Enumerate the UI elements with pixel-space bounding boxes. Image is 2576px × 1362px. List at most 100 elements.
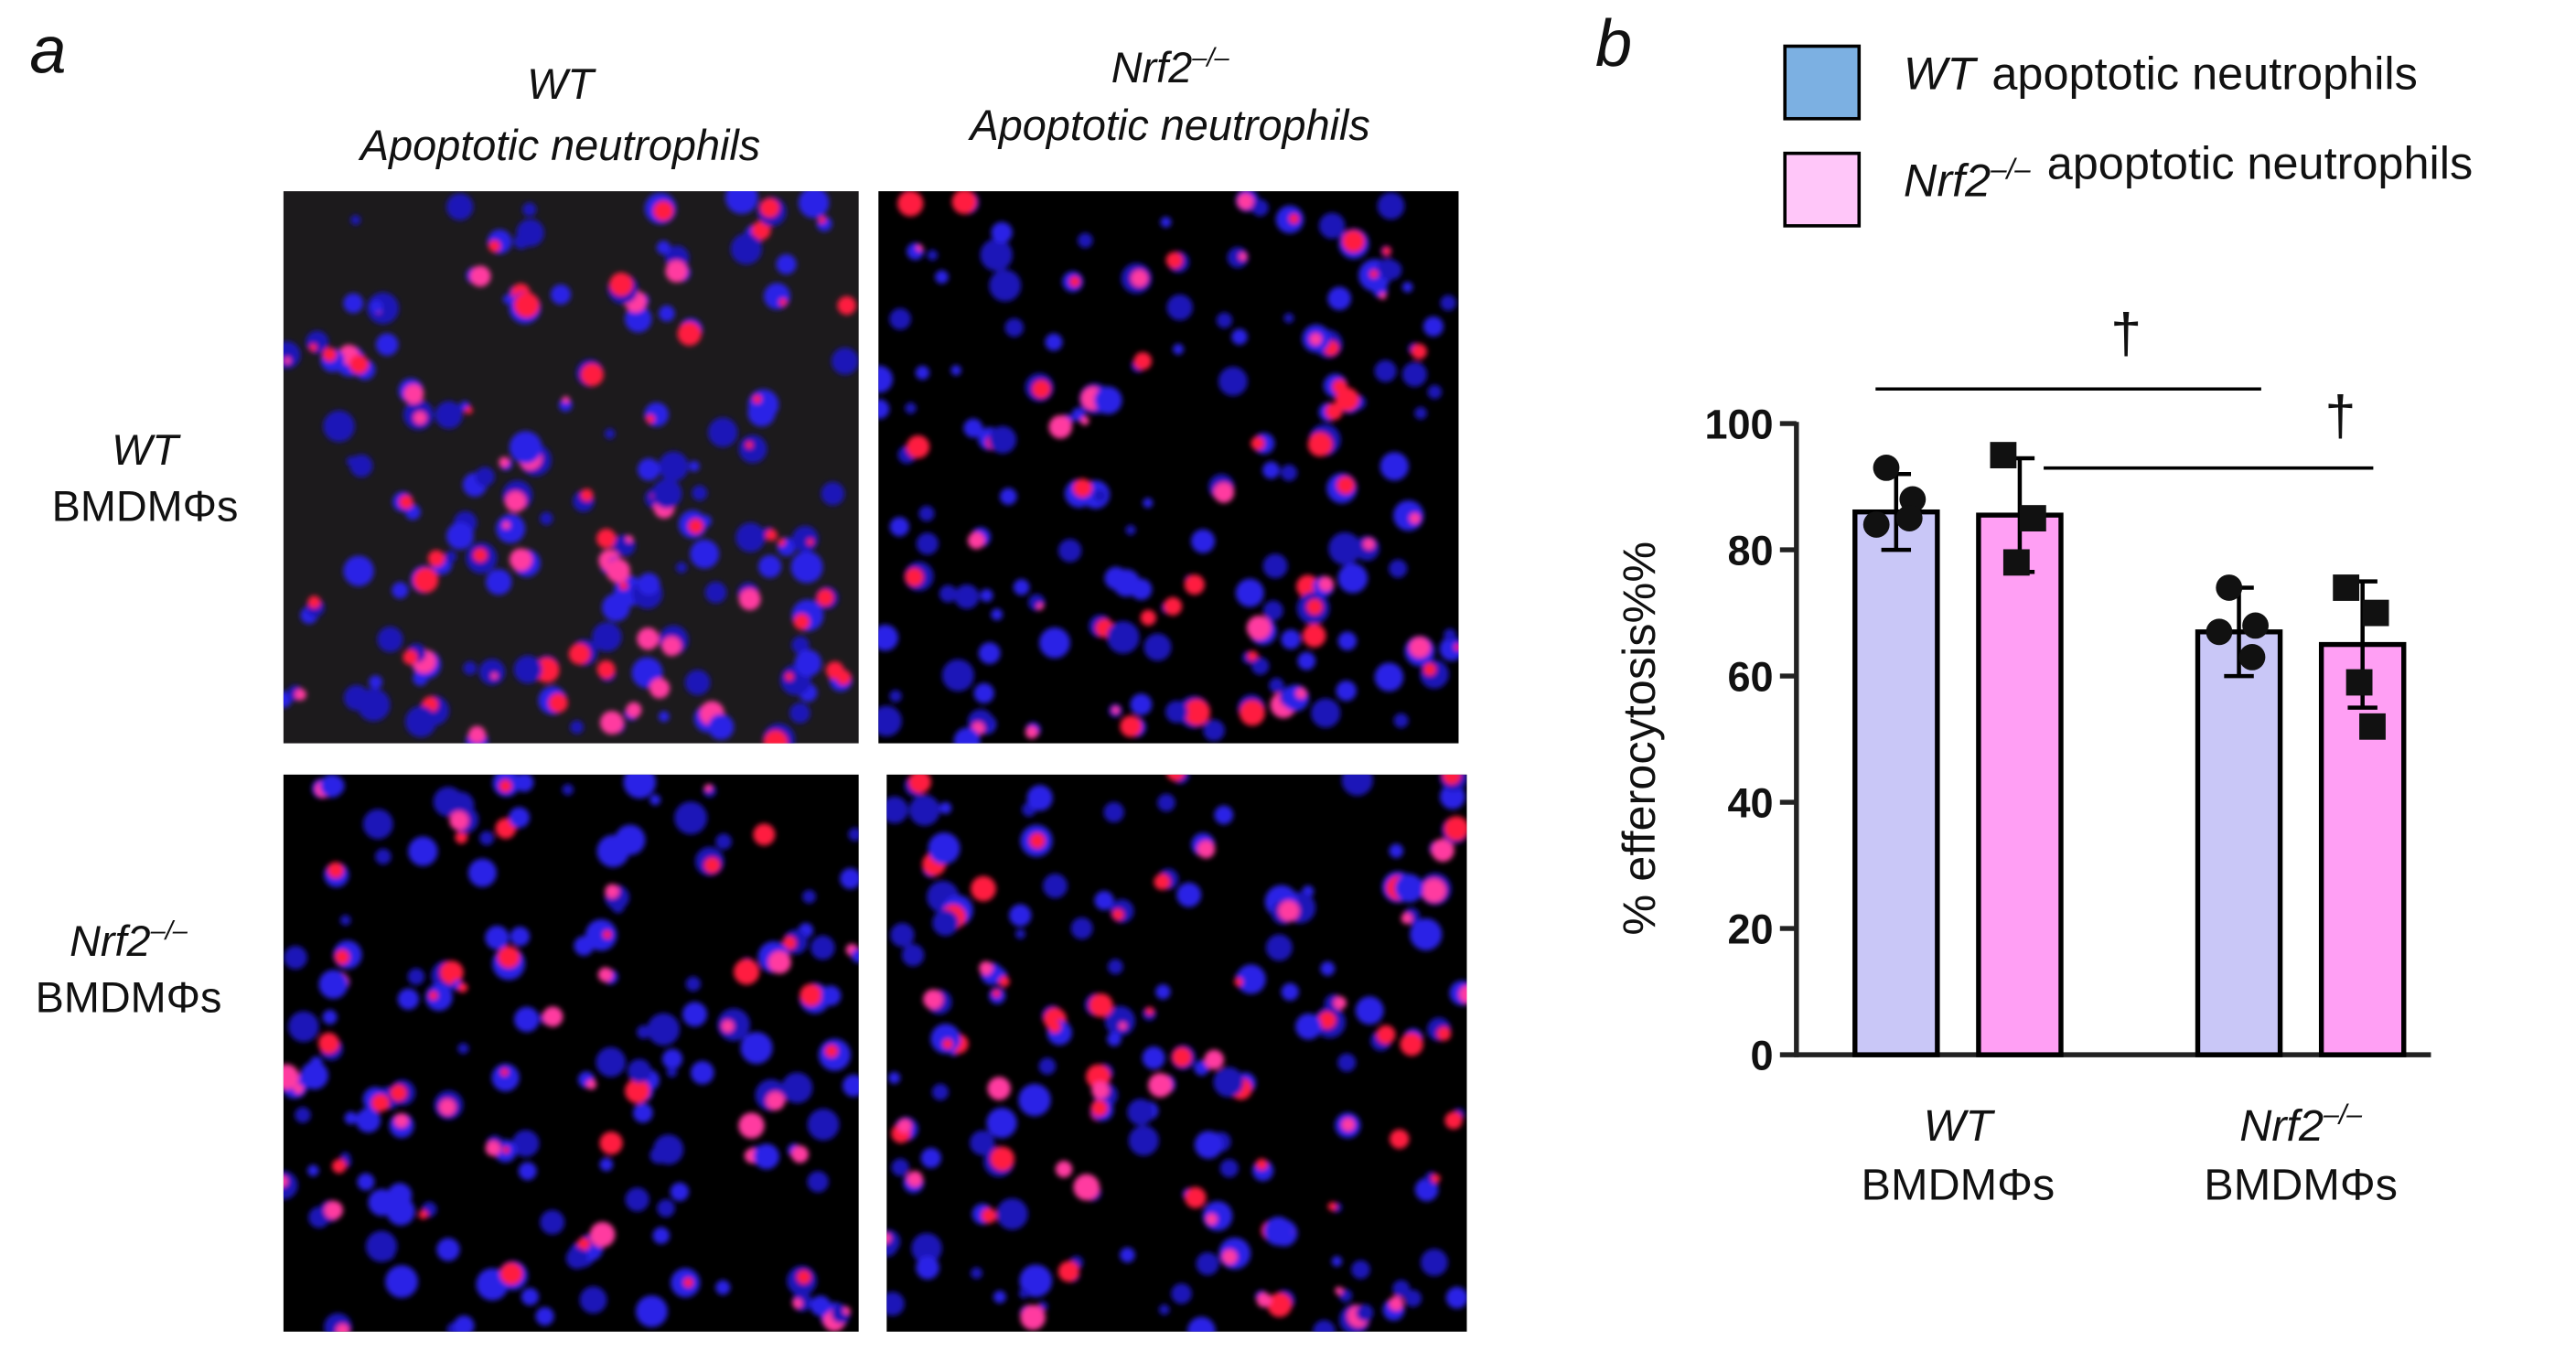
apoptotic-cell (1318, 1011, 1336, 1029)
data-point (1862, 511, 1890, 538)
data-point (2002, 549, 2030, 576)
apoptotic-cell (1336, 476, 1356, 495)
micrograph-cells (886, 774, 1467, 1332)
nucleus (1018, 1083, 1051, 1117)
nucleus (1235, 578, 1264, 607)
apoptotic-cell (581, 363, 604, 387)
nucleus (649, 794, 661, 806)
nucleus (1070, 917, 1093, 939)
apoptotic-cell (1436, 1026, 1452, 1041)
nucleus (738, 434, 767, 464)
nucleus (930, 1024, 961, 1054)
apoptotic-cell (990, 1146, 1014, 1171)
nucleus (661, 1048, 683, 1069)
nucleus (322, 1010, 338, 1025)
nucleus (690, 539, 720, 569)
nucleus (888, 1071, 901, 1084)
nucleus (916, 1256, 939, 1280)
nucleus (602, 593, 630, 622)
nucleus (708, 417, 738, 447)
nucleus (318, 970, 349, 999)
nucleus (446, 522, 474, 550)
nucleus (821, 481, 845, 506)
nucleus (1355, 996, 1384, 1025)
apoptotic-cell (704, 784, 713, 792)
x-tick-label: BMDMΦs (1862, 1161, 2055, 1210)
nucleus (284, 946, 307, 970)
nucleus (514, 774, 534, 792)
nucleus (1214, 805, 1234, 825)
nucleus (623, 774, 657, 799)
nucleus (764, 283, 790, 310)
nucleus (467, 858, 497, 887)
apoptotic-cell (1342, 230, 1365, 252)
apoptotic-cell (998, 976, 1010, 987)
nucleus (512, 1130, 540, 1157)
nucleus (478, 659, 506, 685)
gene-name: WT (112, 426, 181, 474)
apoptotic-cell (1401, 913, 1412, 925)
apoptotic-cell (923, 989, 943, 1010)
apoptotic-cell (307, 595, 321, 609)
apoptotic-cell (766, 1091, 786, 1110)
nucleus (781, 1072, 813, 1104)
nucleus (349, 454, 373, 477)
y-tick-label: 40 (1727, 779, 1773, 826)
apoptotic-cell (661, 636, 682, 657)
apoptotic-cell (1444, 816, 1467, 842)
apoptotic-cell (465, 406, 473, 414)
nucleus (821, 985, 842, 1006)
nucleus (636, 1295, 668, 1327)
nucleus (1094, 489, 1107, 502)
apoptotic-cell (1119, 1022, 1127, 1030)
bar (2195, 629, 2283, 1057)
nucleus (1143, 633, 1172, 661)
nucleus (343, 555, 374, 586)
nucleus (1337, 563, 1368, 594)
nucleus (1019, 1264, 1053, 1298)
y-tick-label: 20 (1727, 906, 1773, 952)
apoptotic-cell (1335, 1286, 1344, 1295)
apoptotic-cell (979, 960, 993, 975)
y-tick-label: 100 (1704, 401, 1773, 447)
nucleus (445, 551, 457, 563)
nucleus (637, 1024, 651, 1039)
nucleus (889, 690, 902, 702)
nucleus (649, 1146, 668, 1164)
nucleus (878, 705, 902, 737)
apoptotic-cell (1250, 436, 1265, 451)
nucleus (1026, 785, 1053, 811)
nucleus (1094, 386, 1122, 414)
apoptotic-cell (837, 295, 856, 316)
data-point (2019, 505, 2046, 531)
apoptotic-cell (1145, 1006, 1154, 1015)
nucleus (1142, 1046, 1165, 1070)
nucleus (1336, 681, 1357, 702)
label: WT (112, 426, 181, 474)
nucleus (343, 293, 364, 314)
apoptotic-cell (1289, 213, 1299, 224)
apoptotic-cell (778, 538, 786, 546)
nucleus (905, 402, 917, 414)
nucleus (920, 1147, 941, 1169)
apoptotic-cell (596, 528, 617, 549)
nucleus (810, 1295, 832, 1316)
nucleus (424, 983, 453, 1012)
nucleus (791, 525, 819, 552)
nucleus (878, 399, 890, 419)
nucleus (485, 569, 512, 595)
micrograph-cells (283, 774, 859, 1332)
nucleus (1427, 384, 1443, 400)
nucleus (1392, 1280, 1411, 1298)
nucleus (886, 1292, 905, 1316)
gene-superscript: –/– (1191, 43, 1229, 72)
nucleus (656, 241, 671, 255)
nucleus (1219, 1159, 1239, 1178)
nucleus (807, 1109, 840, 1141)
nucleus (283, 1171, 298, 1200)
nucleus (1281, 464, 1298, 481)
apoptotic-cell (625, 1078, 650, 1104)
nucleus (1127, 1099, 1154, 1126)
nucleus (1176, 882, 1202, 907)
apoptotic-cell (502, 521, 510, 530)
